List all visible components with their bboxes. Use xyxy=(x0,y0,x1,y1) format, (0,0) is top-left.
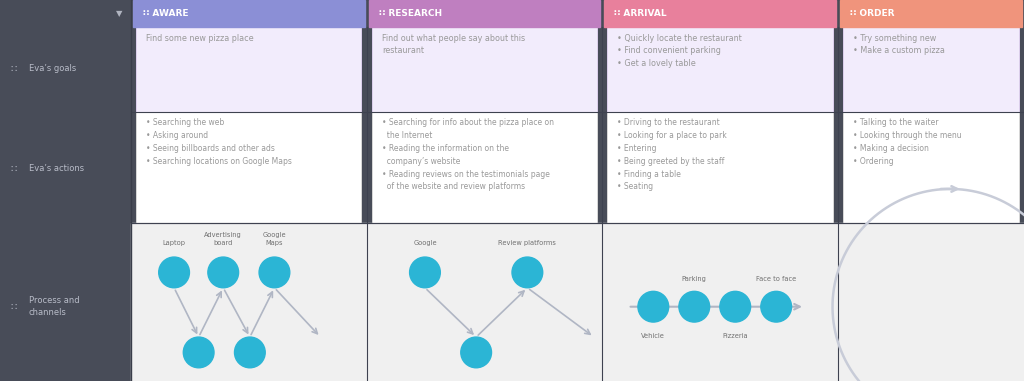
Text: • Searching for info about the pizza place on
  the Internet
• Reading the infor: • Searching for info about the pizza pla… xyxy=(382,118,554,191)
Text: ∷ RESEARCH: ∷ RESEARCH xyxy=(379,9,442,18)
Ellipse shape xyxy=(410,257,440,288)
Text: ∷ ARRIVAL: ∷ ARRIVAL xyxy=(614,9,667,18)
Text: Parking: Parking xyxy=(682,276,707,282)
Ellipse shape xyxy=(208,257,239,288)
Ellipse shape xyxy=(183,337,214,368)
Text: • Quickly locate the restaurant
• Find convenient parking
• Get a lovely table: • Quickly locate the restaurant • Find c… xyxy=(617,34,742,67)
FancyBboxPatch shape xyxy=(607,112,833,223)
Text: ∷: ∷ xyxy=(10,164,16,174)
Bar xyxy=(0,0,131,381)
Bar xyxy=(131,223,1024,381)
Text: Vehicle: Vehicle xyxy=(641,333,666,339)
Text: Process and
channels: Process and channels xyxy=(29,296,79,317)
FancyBboxPatch shape xyxy=(372,112,597,223)
Text: Face to face: Face to face xyxy=(756,276,797,282)
Text: Eva’s actions: Eva’s actions xyxy=(29,164,84,173)
Ellipse shape xyxy=(461,337,492,368)
Text: ∷ ORDER: ∷ ORDER xyxy=(850,9,894,18)
Bar xyxy=(604,0,836,27)
FancyBboxPatch shape xyxy=(843,112,1019,223)
Text: Find some new pizza place: Find some new pizza place xyxy=(146,34,254,43)
Text: ∷: ∷ xyxy=(10,302,16,312)
Ellipse shape xyxy=(234,337,265,368)
Bar xyxy=(369,0,600,27)
Ellipse shape xyxy=(512,257,543,288)
Text: Google: Google xyxy=(413,240,437,246)
Text: • Driving to the restaurant
• Looking for a place to park
• Entering
• Being gre: • Driving to the restaurant • Looking fo… xyxy=(617,118,727,191)
FancyBboxPatch shape xyxy=(372,27,597,112)
Text: Pizzeria: Pizzeria xyxy=(722,333,749,339)
FancyBboxPatch shape xyxy=(136,27,361,112)
Text: Advertising
board: Advertising board xyxy=(205,232,242,246)
Text: • Talking to the waiter
• Looking through the menu
• Making a decision
• Orderin: • Talking to the waiter • Looking throug… xyxy=(853,118,962,166)
Ellipse shape xyxy=(159,257,189,288)
FancyBboxPatch shape xyxy=(843,27,1019,112)
Ellipse shape xyxy=(638,291,669,322)
Text: Google
Maps: Google Maps xyxy=(262,232,287,246)
Text: Review platforms: Review platforms xyxy=(499,240,556,246)
Text: Laptop: Laptop xyxy=(163,240,185,246)
Ellipse shape xyxy=(679,291,710,322)
Bar xyxy=(840,0,1022,27)
Ellipse shape xyxy=(259,257,290,288)
Text: ∷ AWARE: ∷ AWARE xyxy=(143,9,188,18)
Text: Eva’s goals: Eva’s goals xyxy=(29,64,76,73)
Ellipse shape xyxy=(761,291,792,322)
FancyBboxPatch shape xyxy=(136,112,361,223)
Text: • Searching the web
• Asking around
• Seeing billboards and other ads
• Searchin: • Searching the web • Asking around • Se… xyxy=(146,118,292,166)
Text: ▼: ▼ xyxy=(117,9,123,18)
Text: • Try something new
• Make a custom pizza: • Try something new • Make a custom pizz… xyxy=(853,34,945,55)
Text: Find out what people say about this
restaurant: Find out what people say about this rest… xyxy=(382,34,525,55)
FancyBboxPatch shape xyxy=(607,27,833,112)
Bar xyxy=(133,0,365,27)
Text: ∷: ∷ xyxy=(10,64,16,74)
Ellipse shape xyxy=(720,291,751,322)
